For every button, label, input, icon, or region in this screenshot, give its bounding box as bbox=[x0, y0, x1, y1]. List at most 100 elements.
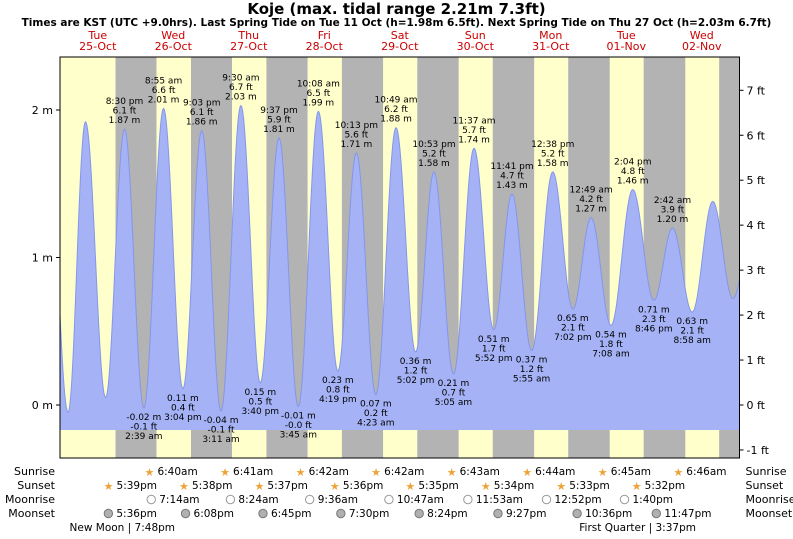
high-tide-annotation: 10:13 pm 5.6 ft 1.71 m bbox=[335, 121, 378, 150]
moonset-time: 6:45pm bbox=[271, 508, 311, 520]
high-tide-annotation: 12:49 am 4.2 ft 1.27 m bbox=[570, 186, 613, 215]
sunrise-star-icon: ★ bbox=[145, 466, 155, 479]
right-axis-label: 2 ft bbox=[747, 309, 766, 322]
day-label-date: 26-Oct bbox=[155, 40, 193, 53]
low-tide-annotation: 0.23 m 0.8 ft 4:19 pm bbox=[319, 376, 357, 405]
low-tide-annotation: 0.21 m 0.7 ft 5:05 am bbox=[435, 379, 472, 408]
day-label-date: 01-Nov bbox=[607, 40, 647, 53]
day-label-name: Tue bbox=[616, 29, 636, 42]
subtitle: Times are KST (UTC +9.0hrs). Last Spring… bbox=[21, 17, 772, 29]
sunrise-star-icon: ★ bbox=[371, 466, 381, 479]
right-axis-label: 1 ft bbox=[747, 354, 766, 367]
moonset-icon bbox=[103, 508, 114, 519]
right-axis-label: 6 ft bbox=[747, 129, 766, 142]
sunset-time: 5:37pm bbox=[267, 480, 307, 492]
moonset-time: 8:24pm bbox=[427, 508, 467, 520]
moonset-time: 11:47pm bbox=[664, 508, 711, 520]
high-tide-annotation: 10:53 pm 5.2 ft 1.58 m bbox=[412, 140, 455, 169]
moonrise-time: 7:14am bbox=[159, 494, 199, 506]
moonrise-time: 12:52pm bbox=[554, 494, 601, 506]
high-tide-annotation: 2:42 am 3.9 ft 1.20 m bbox=[654, 196, 691, 225]
moonrise-icon bbox=[541, 494, 552, 505]
day-label-date: 29-Oct bbox=[381, 40, 419, 53]
sunrise-time: 6:40am bbox=[157, 466, 197, 478]
high-tide-annotation: 9:37 pm 5.9 ft 1.81 m bbox=[260, 106, 298, 135]
moonrise-time: 1:40pm bbox=[632, 494, 672, 506]
day-label-name: Wed bbox=[161, 29, 185, 42]
moonrise-time: 10:47am bbox=[397, 494, 444, 506]
moonset-icon bbox=[493, 508, 503, 519]
moonrise-icon bbox=[146, 494, 156, 505]
page-title: Koje (max. tidal range 2.21m 7.3ft) bbox=[247, 0, 546, 18]
day-label-name: Fri bbox=[318, 29, 331, 42]
day-label-name: Sun bbox=[465, 29, 486, 42]
moonrise-time: 8:24am bbox=[238, 494, 278, 506]
low-tide-annotation: 0.51 m 1.7 ft 5:52 pm bbox=[475, 335, 513, 364]
low-tide-annotation: -0.02 m -0.1 ft 2:39 am bbox=[125, 413, 162, 442]
left-axis-label: 0 m bbox=[32, 399, 53, 412]
high-tide-annotation: 12:38 pm 5.2 ft 1.58 m bbox=[531, 140, 574, 169]
sunrise-star-icon: ★ bbox=[522, 466, 532, 479]
right-axis-label: 7 ft bbox=[747, 84, 766, 97]
sunrise-star-icon: ★ bbox=[673, 466, 683, 479]
moonset-icon bbox=[336, 508, 346, 519]
sunset-time: 5:34pm bbox=[494, 480, 534, 492]
low-tide-annotation: 0.37 m 1.2 ft 5:55 am bbox=[513, 355, 550, 384]
sunrise-star-icon: ★ bbox=[598, 466, 608, 479]
moonrise-row-label-right: Moonrise bbox=[746, 493, 793, 506]
right-axis-label: 5 ft bbox=[747, 174, 766, 187]
low-tide-annotation: 0.07 m 0.2 ft 4:23 am bbox=[357, 400, 394, 429]
sunrise-star-icon: ★ bbox=[296, 466, 306, 479]
sunset-star-icon: ★ bbox=[179, 480, 189, 493]
day-label-date: 27-Oct bbox=[230, 40, 268, 53]
moonset-icon bbox=[180, 508, 191, 519]
moonrise-icon bbox=[463, 494, 473, 505]
moonrise-icon bbox=[384, 494, 394, 505]
high-tide-annotation: 10:49 am 6.2 ft 1.88 m bbox=[374, 96, 417, 125]
moonrise-time: 9:36am bbox=[318, 494, 358, 506]
sunset-time: 5:32pm bbox=[645, 480, 685, 492]
sunset-time: 5:35pm bbox=[418, 480, 458, 492]
high-tide-annotation: 9:03 pm 6.1 ft 1.86 m bbox=[183, 99, 221, 128]
sunrise-time: 6:44am bbox=[535, 466, 575, 478]
sunrise-time: 6:42am bbox=[309, 466, 349, 478]
sunrise-star-icon: ★ bbox=[447, 466, 457, 479]
moonset-time: 10:36pm bbox=[585, 508, 632, 520]
day-label-date: 02-Nov bbox=[682, 40, 722, 53]
day-label-name: Wed bbox=[690, 29, 714, 42]
sunrise-time: 6:41am bbox=[233, 466, 273, 478]
right-axis-label: 0 ft bbox=[747, 399, 766, 412]
moonset-row-label-left: Moonset bbox=[8, 507, 55, 520]
moon-phase-label: New Moon | 7:48pm bbox=[70, 522, 176, 534]
sunset-star-icon: ★ bbox=[405, 480, 415, 493]
high-tide-annotation: 10:08 am 6.5 ft 1.99 m bbox=[297, 79, 340, 108]
tide-area bbox=[60, 105, 740, 430]
sunset-time: 5:33pm bbox=[569, 480, 609, 492]
moonset-time: 9:27pm bbox=[506, 508, 546, 520]
low-tide-annotation: 0.54 m 1.8 ft 7:08 am bbox=[592, 330, 629, 359]
sunset-row-label-left: Sunset bbox=[17, 479, 55, 492]
moonset-icon bbox=[572, 508, 582, 519]
right-axis-label: -1 ft bbox=[747, 444, 770, 457]
moonrise-icon bbox=[619, 494, 630, 505]
sunset-time: 5:39pm bbox=[117, 480, 157, 492]
sunset-star-icon: ★ bbox=[632, 480, 642, 493]
sunrise-star-icon: ★ bbox=[220, 466, 230, 479]
right-axis-label: 4 ft bbox=[747, 219, 766, 232]
moonrise-icon bbox=[225, 494, 236, 505]
sunrise-time: 6:45am bbox=[611, 466, 651, 478]
low-tide-annotation: -0.04 m -0.1 ft 3:11 am bbox=[202, 416, 239, 445]
sunset-star-icon: ★ bbox=[556, 480, 566, 493]
tide-curve bbox=[59, 104, 740, 413]
day-label-date: 31-Oct bbox=[532, 40, 570, 53]
high-tide-annotation: 11:37 am 5.7 ft 1.74 m bbox=[452, 116, 495, 145]
day-label-name: Sat bbox=[391, 29, 410, 42]
low-tide-annotation: 0.71 m 2.3 ft 8:46 pm bbox=[635, 305, 673, 334]
sunset-star-icon: ★ bbox=[104, 480, 114, 493]
day-label-date: 25-Oct bbox=[79, 40, 117, 53]
left-axis-label: 2 m bbox=[32, 104, 53, 117]
high-tide-annotation: 8:55 am 6.6 ft 2.01 m bbox=[145, 77, 182, 106]
sunrise-time: 6:42am bbox=[384, 466, 424, 478]
